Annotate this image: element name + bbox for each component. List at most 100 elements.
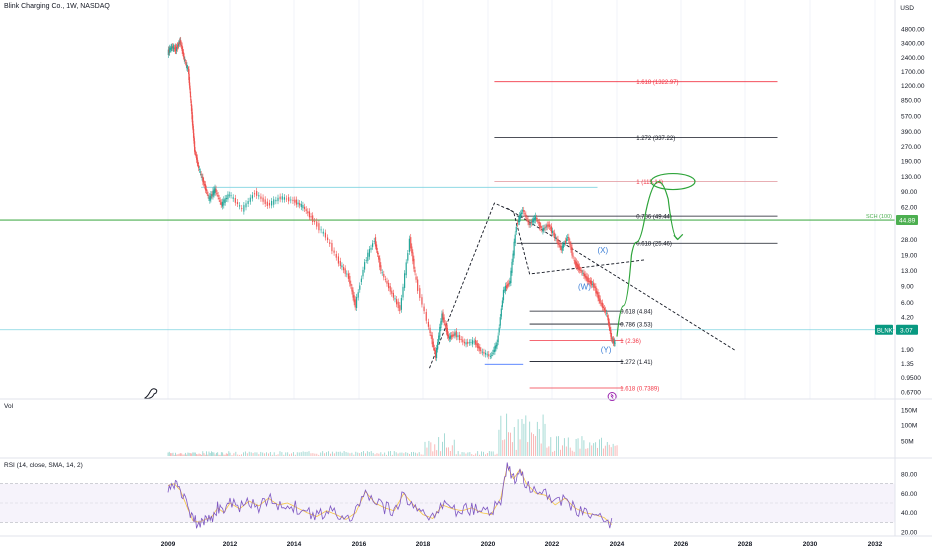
time-axis-tick: 2020	[481, 541, 496, 548]
volume-bar	[194, 452, 196, 456]
price-candle	[508, 282, 510, 285]
price-candle	[188, 69, 190, 81]
price-candle	[241, 208, 243, 209]
volume-bar	[486, 453, 488, 456]
price-candle	[595, 286, 597, 294]
rsi-axis-tick: 80.00	[901, 472, 918, 479]
price-candle	[537, 220, 539, 222]
price-candle	[187, 68, 189, 70]
price-candle	[579, 266, 581, 271]
volume-bar	[374, 454, 376, 456]
price-candle	[292, 199, 294, 202]
price-candle	[407, 253, 409, 261]
volume-bar	[206, 451, 207, 456]
price-candle	[517, 219, 519, 223]
price-candle	[549, 227, 551, 229]
volume-bar	[268, 453, 269, 456]
volume-bar	[599, 439, 600, 456]
volume-bar	[320, 452, 322, 456]
volume-bar	[467, 452, 469, 456]
price-candle	[305, 209, 307, 212]
volume-bar	[262, 452, 264, 456]
price-candle	[465, 342, 467, 345]
last-price-tag	[896, 324, 918, 335]
volume-bar	[434, 444, 436, 456]
volume-bar	[322, 451, 324, 456]
price-candle	[202, 176, 204, 183]
price-candle	[557, 238, 559, 245]
price-candle	[551, 230, 554, 234]
price-candle	[376, 244, 378, 250]
price-candle	[177, 45, 179, 47]
volume-bar	[258, 454, 260, 456]
price-candle	[546, 224, 548, 228]
price-candle	[542, 228, 544, 232]
volume-bar	[215, 452, 217, 456]
price-candle	[514, 234, 516, 244]
price-candle	[486, 354, 488, 356]
volume-bar	[504, 439, 506, 456]
price-candle	[324, 232, 327, 238]
time-axis-tick: 2014	[287, 541, 302, 548]
price-candle	[467, 341, 469, 344]
volume-bar	[446, 447, 447, 456]
price-candle	[392, 292, 394, 298]
volume-bar	[407, 452, 409, 456]
volume-bar	[612, 443, 614, 456]
price-candle	[212, 190, 214, 197]
volume-bar	[531, 432, 533, 456]
price-candle	[197, 163, 199, 165]
price-candle	[590, 280, 593, 286]
volume-bar	[378, 453, 380, 456]
price-candle	[446, 327, 448, 337]
price-candle	[607, 317, 610, 324]
price-axis-tick: 0.9500	[901, 375, 921, 382]
price-candle	[592, 283, 594, 285]
volume-bar	[483, 451, 484, 456]
price-candle	[609, 327, 611, 331]
lightning-icon	[610, 393, 615, 399]
volume-bar	[339, 451, 341, 456]
volume-bar	[217, 452, 219, 456]
volume-bar	[214, 454, 216, 456]
price-candle	[355, 296, 358, 309]
volume-bar	[560, 449, 561, 456]
price-candle	[247, 200, 249, 204]
price-candle	[567, 237, 569, 239]
price-candle	[564, 240, 567, 243]
volume-bar	[233, 453, 235, 456]
price-candle	[372, 243, 374, 247]
price-candle	[507, 283, 509, 287]
volume-bar	[490, 451, 492, 456]
price-candle	[297, 202, 299, 205]
price-candle	[451, 335, 453, 338]
price-candle	[352, 290, 354, 298]
volume-bar	[403, 453, 405, 456]
price-candle	[605, 309, 607, 313]
price-candle	[413, 258, 415, 269]
volume-bar	[266, 452, 267, 456]
volume-bar	[168, 451, 170, 456]
price-candle	[541, 228, 543, 230]
volume-bar	[461, 452, 463, 456]
volume-bar	[395, 452, 397, 456]
price-candle	[219, 200, 221, 202]
price-candle	[498, 327, 500, 333]
volume-bar	[308, 451, 310, 456]
volume-bar	[361, 452, 363, 456]
volume-bar	[444, 433, 445, 456]
price-candle	[453, 334, 455, 336]
volume-bar	[306, 451, 308, 456]
price-candle	[208, 197, 210, 199]
price-candle	[506, 285, 508, 289]
price-candle	[533, 218, 535, 221]
target-highlight-circle	[650, 172, 696, 191]
volume-axis-tick: 150M	[901, 408, 917, 415]
price-candle	[586, 276, 588, 281]
price-candle	[313, 221, 316, 222]
price-candle	[478, 346, 480, 349]
volume-bar	[422, 454, 424, 456]
fib-level-label: 0.786 (49.44)	[636, 214, 672, 220]
